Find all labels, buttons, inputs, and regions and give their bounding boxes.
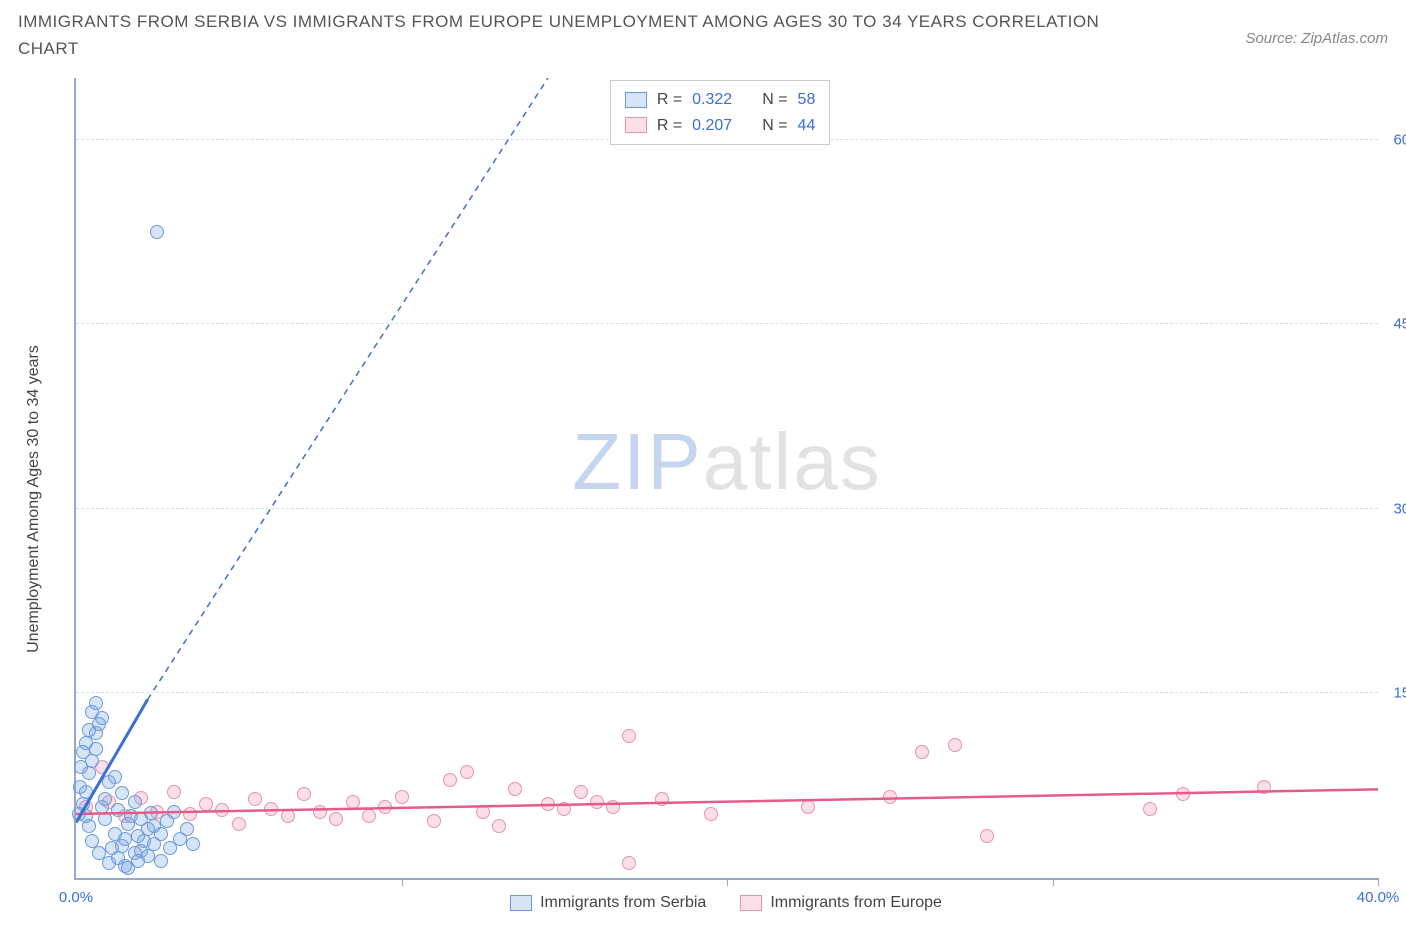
data-point — [144, 806, 158, 820]
r-label: R = — [657, 113, 682, 139]
legend-label: Immigrants from Serbia — [540, 894, 706, 912]
data-point — [76, 745, 90, 759]
data-point — [264, 802, 278, 816]
r-value: 0.207 — [692, 113, 732, 139]
data-point — [281, 809, 295, 823]
gridline — [76, 692, 1378, 693]
data-point — [232, 817, 246, 831]
swatch-icon — [625, 117, 647, 133]
data-point — [1176, 787, 1190, 801]
gridline — [402, 878, 403, 886]
y-tick-label: 60.0% — [1382, 131, 1406, 148]
chart-title: IMMIGRANTS FROM SERBIA VS IMMIGRANTS FRO… — [18, 8, 1118, 62]
data-point — [460, 765, 474, 779]
swatch-icon — [625, 92, 647, 108]
data-point — [606, 800, 620, 814]
data-point — [980, 829, 994, 843]
data-point — [443, 773, 457, 787]
data-point — [154, 827, 168, 841]
data-point — [89, 696, 103, 710]
swatch-icon — [510, 895, 532, 911]
data-point — [118, 832, 132, 846]
data-point — [74, 760, 88, 774]
data-point — [108, 770, 122, 784]
data-point — [948, 738, 962, 752]
legend-label: Immigrants from Europe — [770, 894, 942, 912]
source-label: Source: ZipAtlas.com — [1245, 8, 1388, 47]
data-point — [557, 802, 571, 816]
data-point — [427, 814, 441, 828]
n-label: N = — [762, 113, 787, 139]
data-point — [199, 797, 213, 811]
data-point — [622, 729, 636, 743]
data-point — [1257, 780, 1271, 794]
data-point — [115, 786, 129, 800]
data-point — [154, 854, 168, 868]
watermark-part2: atlas — [703, 417, 882, 506]
data-point — [82, 819, 96, 833]
data-point — [1143, 802, 1157, 816]
data-point — [98, 812, 112, 826]
watermark-part1: ZIP — [572, 417, 702, 506]
data-point — [180, 822, 194, 836]
gridline — [727, 878, 728, 886]
bottom-legend: Immigrants from Serbia Immigrants from E… — [74, 886, 1378, 920]
gridline — [76, 323, 1378, 324]
data-point — [128, 795, 142, 809]
data-point — [395, 790, 409, 804]
gridline — [76, 508, 1378, 509]
n-label: N = — [762, 87, 787, 113]
data-point — [492, 819, 506, 833]
data-point — [297, 787, 311, 801]
data-point — [150, 225, 164, 239]
data-point — [98, 792, 112, 806]
y-tick-label: 15.0% — [1382, 685, 1406, 702]
data-point — [915, 745, 929, 759]
legend-item-europe: Immigrants from Europe — [740, 894, 942, 912]
data-point — [346, 795, 360, 809]
data-point — [704, 807, 718, 821]
data-point — [541, 797, 555, 811]
data-point — [476, 805, 490, 819]
gridline — [1053, 878, 1054, 886]
n-value: 58 — [798, 87, 816, 113]
data-point — [167, 785, 181, 799]
data-point — [141, 849, 155, 863]
data-point — [313, 805, 327, 819]
swatch-icon — [740, 895, 762, 911]
gridline — [1378, 878, 1379, 886]
legend-item-serbia: Immigrants from Serbia — [510, 894, 706, 912]
data-point — [329, 812, 343, 826]
data-point — [183, 807, 197, 821]
chart-container: Unemployment Among Ages 30 to 34 years Z… — [18, 78, 1388, 920]
data-point — [73, 780, 87, 794]
trend-overlay — [76, 78, 1378, 878]
data-point — [655, 792, 669, 806]
plot-area: ZIPatlas 15.0%30.0%45.0%60.0%0.0%40.0%R … — [74, 78, 1378, 880]
header-row: IMMIGRANTS FROM SERBIA VS IMMIGRANTS FRO… — [0, 0, 1406, 62]
data-point — [590, 795, 604, 809]
data-point — [378, 800, 392, 814]
data-point — [883, 790, 897, 804]
data-point — [574, 785, 588, 799]
data-point — [186, 837, 200, 851]
watermark: ZIPatlas — [572, 416, 881, 508]
y-tick-label: 45.0% — [1382, 316, 1406, 333]
data-point — [215, 803, 229, 817]
n-value: 44 — [798, 113, 816, 139]
y-axis-label: Unemployment Among Ages 30 to 34 years — [25, 345, 43, 653]
data-point — [362, 809, 376, 823]
r-label: R = — [657, 87, 682, 113]
data-point — [508, 782, 522, 796]
data-point — [801, 800, 815, 814]
r-value: 0.322 — [692, 87, 732, 113]
stats-row: R = 0.322 N = 58 — [625, 87, 816, 113]
y-tick-label: 30.0% — [1382, 500, 1406, 517]
data-point — [111, 803, 125, 817]
data-point — [248, 792, 262, 806]
stats-legend: R = 0.322 N = 58 R = 0.207 N = 44 — [610, 80, 831, 145]
data-point — [167, 805, 181, 819]
stats-row: R = 0.207 N = 44 — [625, 113, 816, 139]
data-point — [622, 856, 636, 870]
